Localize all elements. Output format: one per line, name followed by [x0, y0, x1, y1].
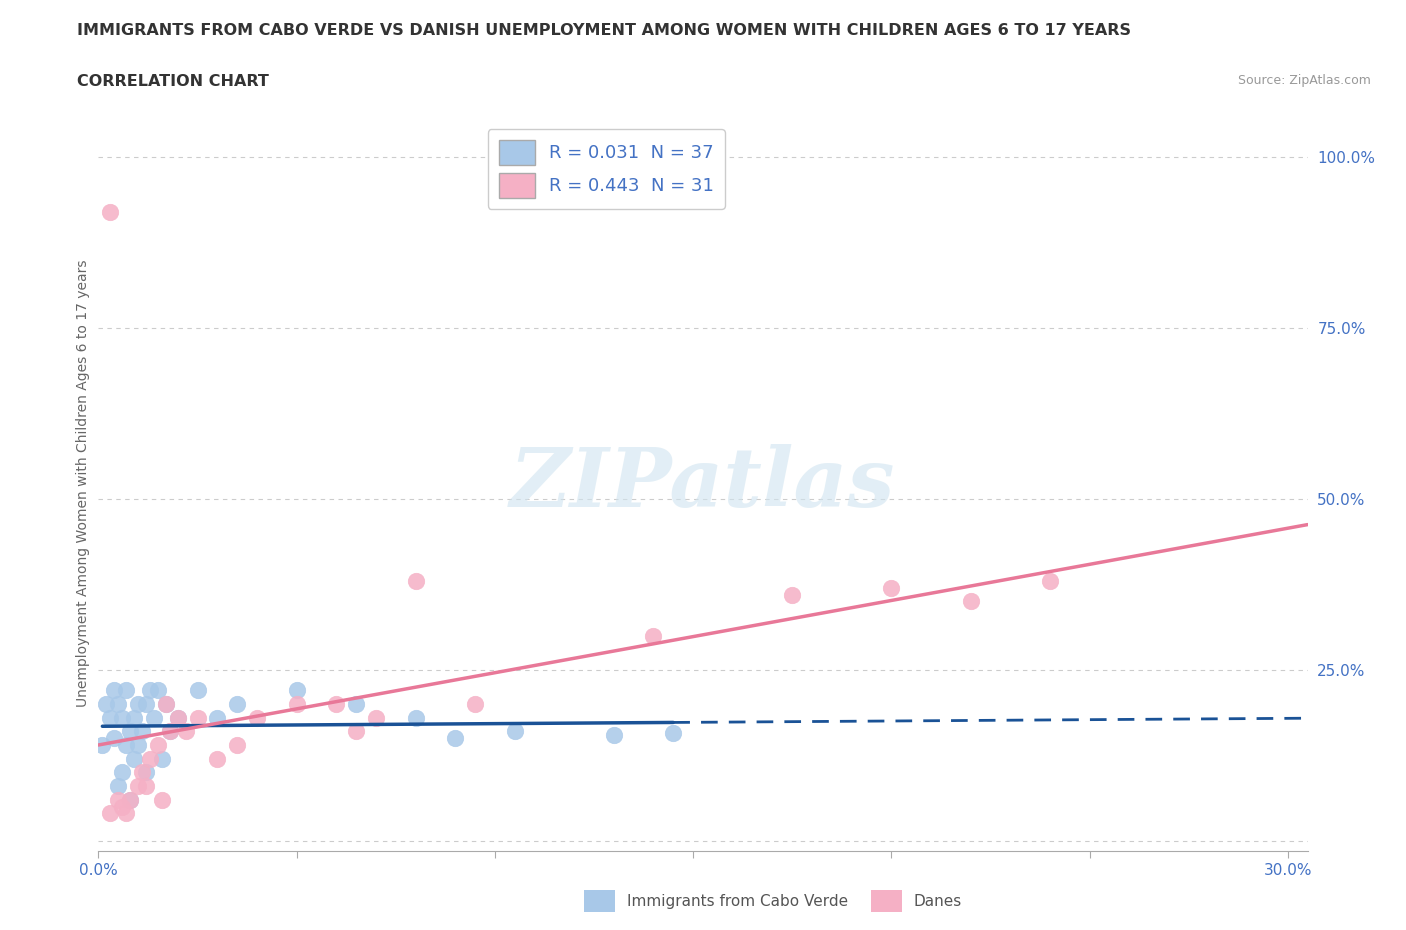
- Point: [115, 683, 138, 698]
- Point: [107, 697, 129, 711]
- Point: [780, 587, 803, 602]
- Point: [122, 711, 145, 725]
- Text: ZIPatlas: ZIPatlas: [510, 444, 896, 524]
- Point: [115, 737, 138, 752]
- Point: [344, 724, 367, 738]
- Point: [111, 799, 134, 814]
- Point: [98, 711, 121, 725]
- Point: [107, 778, 129, 793]
- Point: [174, 724, 197, 738]
- Y-axis label: Unemployment Among Women with Children Ages 6 to 17 years: Unemployment Among Women with Children A…: [76, 259, 90, 708]
- Legend: Immigrants from Cabo Verde, Danes: Immigrants from Cabo Verde, Danes: [578, 884, 969, 918]
- Point: [159, 724, 181, 738]
- Point: [155, 697, 177, 711]
- Point: [405, 574, 427, 589]
- Point: [603, 727, 626, 742]
- Point: [444, 731, 467, 746]
- Point: [142, 711, 165, 725]
- Point: [643, 629, 665, 644]
- Point: [285, 697, 308, 711]
- Point: [226, 697, 249, 711]
- Point: [127, 737, 149, 752]
- Point: [959, 594, 981, 609]
- Point: [207, 711, 229, 725]
- Point: [135, 764, 157, 779]
- Point: [325, 697, 347, 711]
- Point: [91, 737, 114, 752]
- Point: [662, 725, 685, 740]
- Point: [98, 205, 121, 219]
- Point: [364, 711, 387, 725]
- Point: [207, 751, 229, 766]
- Point: [166, 711, 188, 725]
- Legend: R = 0.031  N = 37, R = 0.443  N = 31: R = 0.031 N = 37, R = 0.443 N = 31: [488, 129, 725, 209]
- Point: [344, 697, 367, 711]
- Point: [1039, 574, 1062, 589]
- Point: [127, 697, 149, 711]
- Point: [103, 683, 125, 698]
- Point: [503, 724, 526, 738]
- Point: [135, 778, 157, 793]
- Point: [405, 711, 427, 725]
- Point: [131, 724, 153, 738]
- Point: [127, 778, 149, 793]
- Point: [111, 764, 134, 779]
- Point: [120, 792, 142, 807]
- Point: [120, 792, 142, 807]
- Point: [96, 697, 118, 711]
- Point: [111, 711, 134, 725]
- Point: [159, 724, 181, 738]
- Point: [464, 697, 486, 711]
- Point: [226, 737, 249, 752]
- Point: [120, 724, 142, 738]
- Point: [285, 683, 308, 698]
- Point: [98, 806, 121, 821]
- Point: [150, 751, 173, 766]
- Point: [166, 711, 188, 725]
- Point: [186, 683, 208, 698]
- Text: IMMIGRANTS FROM CABO VERDE VS DANISH UNEMPLOYMENT AMONG WOMEN WITH CHILDREN AGES: IMMIGRANTS FROM CABO VERDE VS DANISH UNE…: [77, 23, 1132, 38]
- Point: [107, 792, 129, 807]
- Point: [103, 731, 125, 746]
- Point: [155, 697, 177, 711]
- Point: [146, 683, 169, 698]
- Point: [135, 697, 157, 711]
- Point: [186, 711, 208, 725]
- Point: [122, 751, 145, 766]
- Text: CORRELATION CHART: CORRELATION CHART: [77, 74, 269, 89]
- Point: [246, 711, 269, 725]
- Point: [115, 806, 138, 821]
- Text: Source: ZipAtlas.com: Source: ZipAtlas.com: [1237, 74, 1371, 87]
- Point: [139, 751, 162, 766]
- Point: [146, 737, 169, 752]
- Point: [880, 580, 903, 595]
- Point: [131, 764, 153, 779]
- Point: [150, 792, 173, 807]
- Point: [139, 683, 162, 698]
